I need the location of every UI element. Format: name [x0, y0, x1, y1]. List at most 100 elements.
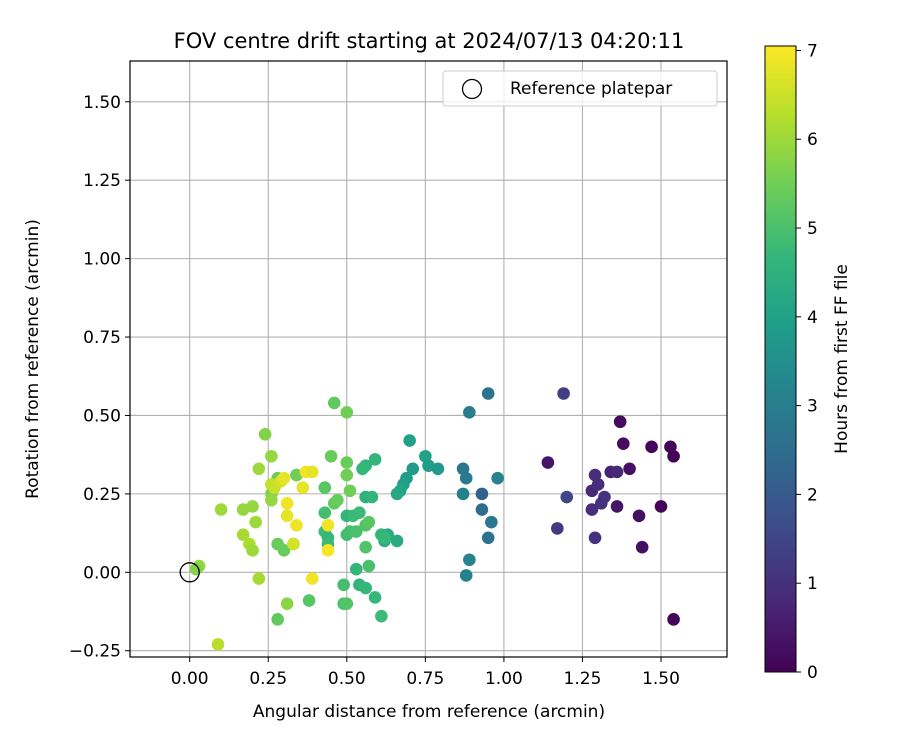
scatter-point — [327, 396, 341, 410]
x-tick-label: 1.00 — [485, 669, 523, 689]
scatter-point — [353, 506, 366, 520]
scatter-point — [324, 449, 338, 463]
y-tick-label: −0.25 — [69, 642, 121, 662]
scatter-point — [249, 515, 262, 529]
scatter-point — [595, 496, 608, 510]
scatter-point — [406, 462, 420, 476]
scatter-point — [645, 440, 658, 454]
scatter-point — [588, 531, 602, 545]
scatter-point — [236, 528, 250, 541]
scatter-point — [302, 594, 316, 607]
scatter-point — [431, 462, 445, 476]
scatter-point — [481, 387, 495, 400]
scatter-point — [321, 544, 335, 557]
colorbar-gradient — [764, 45, 797, 673]
x-tick-label: 0.00 — [171, 669, 209, 689]
scatter-point — [617, 437, 630, 450]
y-tick-label: 0.25 — [83, 485, 121, 505]
x-tick-label: 1.25 — [564, 669, 602, 689]
scatter-point — [475, 487, 489, 501]
scatter-point — [475, 503, 489, 516]
scatter-point — [463, 553, 476, 567]
scatter-point — [481, 531, 495, 545]
scatter-point — [290, 518, 303, 532]
scatter-point — [337, 578, 350, 592]
colorbar-tick-label: 6 — [807, 130, 818, 150]
reference-marker — [179, 562, 200, 583]
scatter-point — [277, 544, 291, 557]
scatter-point — [390, 487, 404, 501]
colorbar-tick-label: 0 — [807, 663, 818, 683]
x-tick-label: 0.25 — [249, 669, 287, 689]
scatter-point — [365, 490, 379, 504]
legend-label: Reference platepar — [510, 79, 672, 99]
scatter-point — [375, 609, 388, 623]
scatter-point — [491, 471, 504, 485]
scatter-point — [632, 509, 646, 523]
scatter-point — [305, 465, 319, 479]
scatter-point — [368, 453, 382, 466]
scatter-point — [340, 456, 354, 469]
scatter-point — [340, 468, 354, 482]
colorbar-tick-label: 5 — [807, 219, 818, 239]
scatter-point — [265, 493, 278, 507]
colorbar-tick-label: 4 — [807, 308, 818, 328]
scatter-point — [252, 572, 266, 585]
y-tick-label: 0.75 — [83, 328, 121, 348]
scatter-point — [343, 484, 357, 498]
scatter-point — [368, 591, 382, 604]
scatter-point — [541, 456, 555, 469]
scatter-point — [280, 597, 294, 610]
scatter-point — [459, 569, 473, 582]
colorbar-tick-label: 2 — [807, 485, 818, 505]
scatter-points — [189, 387, 680, 651]
scatter-point — [340, 597, 354, 610]
scatter-point — [349, 562, 363, 576]
scatter-point — [654, 500, 668, 513]
scatter-point — [623, 462, 636, 476]
scatter-point — [378, 531, 391, 545]
colorbar-label: Hours from first FF file — [832, 264, 852, 454]
grid-lines — [130, 61, 727, 657]
y-axis-label: Rotation from reference (arcmin) — [23, 219, 43, 499]
colorbar-tick-label: 7 — [807, 41, 818, 61]
scatter-point — [214, 503, 228, 516]
colorbar-ticks: 0 1 2 3 4 5 6 7 — [796, 41, 818, 683]
scatter-point — [635, 540, 649, 554]
legend-box — [442, 70, 718, 107]
scatter-point — [305, 572, 319, 585]
scatter-point — [359, 540, 372, 554]
x-tick-label: 0.75 — [406, 669, 444, 689]
scatter-point — [280, 496, 294, 510]
scatter-point — [459, 471, 473, 485]
legend: Reference platepar — [442, 70, 718, 107]
scatter-point — [362, 559, 376, 573]
y-tick-label: 0.50 — [83, 406, 121, 426]
scatter-point — [340, 406, 354, 419]
y-tick-label: 1.25 — [83, 171, 121, 191]
scatter-point — [667, 613, 680, 626]
chart-title: FOV centre drift starting at 2024/07/13 … — [174, 29, 685, 53]
scatter-point — [211, 638, 225, 651]
scatter-point — [664, 440, 677, 454]
scatter-point — [359, 581, 372, 595]
scatter-point — [610, 465, 624, 479]
scatter-point — [236, 503, 250, 516]
scatter-point — [252, 462, 266, 476]
x-axis-label: Angular distance from reference (arcmin) — [253, 702, 605, 722]
scatter-point — [456, 487, 470, 501]
scatter-point — [356, 462, 369, 476]
x-tick-label: 0.50 — [328, 669, 366, 689]
plot-frame — [129, 60, 728, 658]
scatter-point — [591, 478, 605, 491]
plot-area — [130, 61, 727, 657]
scatter-point — [349, 525, 363, 538]
y-axis-ticks: −0.25 0.00 0.25 0.50 0.75 1.00 1.25 1.50 — [69, 93, 130, 662]
colorbar-tick-label: 3 — [807, 397, 818, 417]
scatter-point — [485, 515, 498, 529]
colorbar: 0 1 2 3 4 5 6 7 Hours from first FF file — [764, 41, 852, 683]
x-tick-label: 1.50 — [642, 669, 680, 689]
scatter-point — [331, 493, 344, 507]
scatter-point — [551, 522, 564, 535]
